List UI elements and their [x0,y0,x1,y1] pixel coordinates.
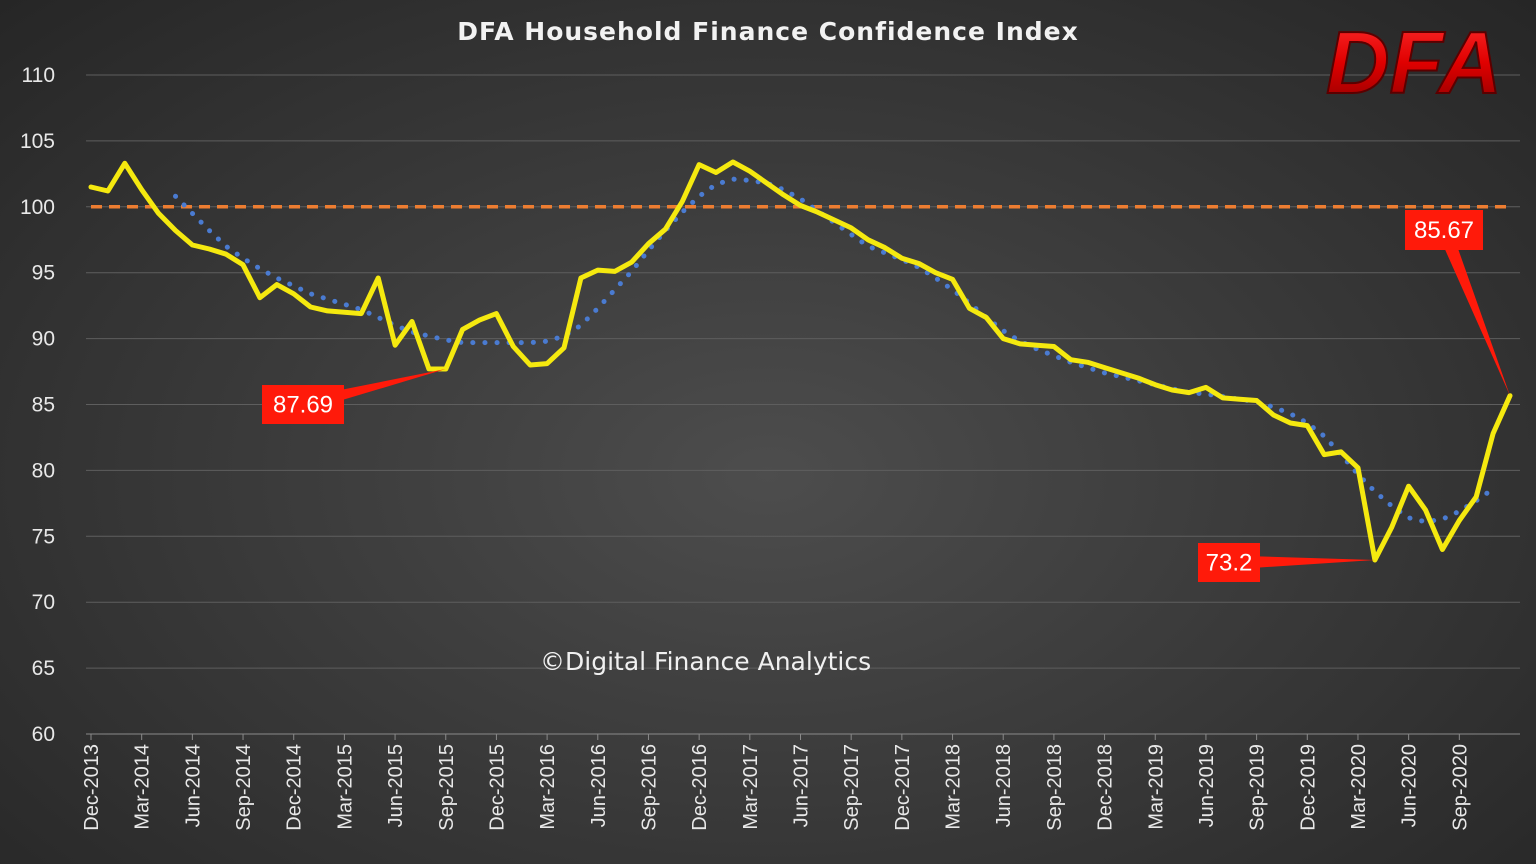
x-tick-label-Dec-2013: Dec-2013 [81,744,103,831]
y-tick-label-80: 80 [32,459,55,482]
x-tick-label-Jun-2018: Jun-2018 [993,744,1015,827]
y-tick-label-105: 105 [20,130,55,153]
x-tick-label-Jun-2020: Jun-2020 [1399,744,1421,827]
y-tick-label-90: 90 [32,328,55,351]
x-tick-label-Dec-2015: Dec-2015 [486,744,508,831]
callout-label-87.69: 87.69 [273,392,333,419]
x-tick-label-Jun-2014: Jun-2014 [182,744,204,827]
x-tick-label-Sep-2014: Sep-2014 [233,744,255,831]
index-line [88,159,1513,563]
x-tick-label-Dec-2019: Dec-2019 [1297,744,1319,831]
x-tick-label-Dec-2017: Dec-2017 [892,744,914,831]
annotations: 87.69 73.2 85.67 [262,210,1510,582]
x-tick-label-Jun-2017: Jun-2017 [791,744,813,827]
x-tick-label-Mar-2017: Mar-2017 [740,744,762,830]
copyright-text: ©Digital Finance Analytics [540,647,871,676]
x-tick-label-Sep-2017: Sep-2017 [841,744,863,831]
y-tick-label-70: 70 [32,591,55,614]
y-tick-label-85: 85 [32,394,55,417]
x-tick-label-Sep-2020: Sep-2020 [1449,744,1471,831]
x-tick-label-Jun-2016: Jun-2016 [588,744,610,827]
x-tick-label-Mar-2020: Mar-2020 [1348,744,1370,830]
x-tick-label-Dec-2014: Dec-2014 [284,744,306,831]
x-tick-label-Mar-2016: Mar-2016 [537,744,559,830]
callout-label-85.67: 85.67 [1414,217,1474,244]
callout-box [262,385,344,424]
y-tick-label-95: 95 [32,262,55,285]
x-tick-label-Sep-2016: Sep-2016 [638,744,660,831]
x-tick-label-Dec-2016: Dec-2016 [689,744,711,831]
y-tick-label-100: 100 [20,196,55,219]
x-tick-label-Mar-2019: Mar-2019 [1145,744,1167,830]
y-tick-label-60: 60 [32,723,55,746]
x-tick-label-Sep-2018: Sep-2018 [1044,744,1066,831]
callout-pointer [1228,555,1375,570]
x-tick-label-Mar-2018: Mar-2018 [943,744,965,830]
chart-title: DFA Household Finance Confidence Index [457,17,1078,46]
callout-pointer [1437,227,1510,396]
series [88,159,1513,563]
callout-label-73.2: 73.2 [1206,550,1253,577]
x-tick-label-Jun-2015: Jun-2015 [385,744,407,827]
dfa-logo: DFA [1326,13,1502,112]
y-tick-label-65: 65 [32,657,55,680]
gridlines [86,74,1520,669]
x-tick-label-Mar-2015: Mar-2015 [334,744,356,830]
y-tick-label-110: 110 [22,64,55,87]
x-tick-label-Mar-2014: Mar-2014 [132,744,154,830]
y-tick-label-75: 75 [32,525,55,548]
callout-box [1198,543,1260,582]
x-tick-label-Jun-2019: Jun-2019 [1196,744,1218,827]
x-tick-label-Sep-2019: Sep-2019 [1247,744,1269,831]
axes: 60 65 70 75 80 85 90 95 100 105 110 Dec-2013 Mar-201… [20,64,1520,831]
x-tick-label-Dec-2018: Dec-2018 [1095,744,1117,831]
x-tick-label-Sep-2015: Sep-2015 [436,744,458,831]
callout-box [1405,210,1483,250]
